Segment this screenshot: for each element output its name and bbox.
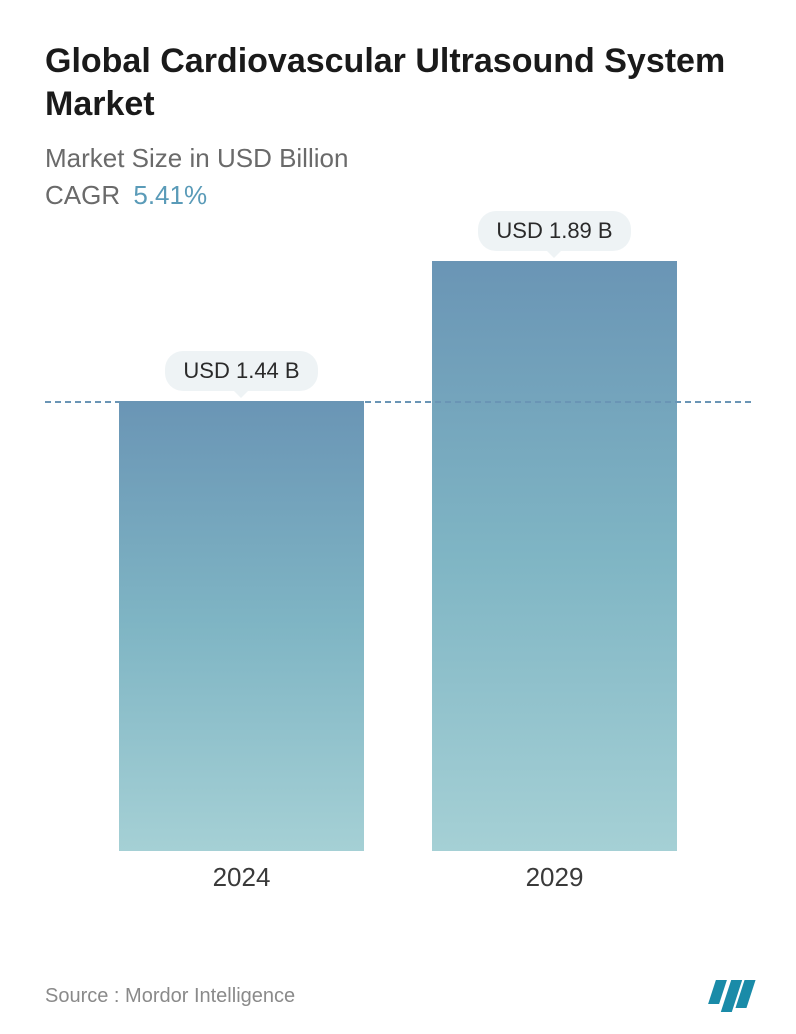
x-label-2024: 2024 [213, 862, 271, 893]
cagr-row: CAGR 5.41% [45, 180, 751, 211]
brand-logo-icon [712, 980, 751, 1012]
chart-header: Global Cardiovascular Ultrasound System … [45, 40, 751, 211]
bars-container: USD 1.44 B 2024 USD 1.89 B 2029 [45, 241, 751, 851]
chart-subtitle: Market Size in USD Billion [45, 143, 751, 174]
bar-group-2024: USD 1.44 B 2024 [119, 351, 364, 851]
reference-line [45, 401, 751, 403]
chart-title: Global Cardiovascular Ultrasound System … [45, 40, 751, 125]
chart-footer: Source : Mordor Intelligence [45, 980, 751, 1012]
cagr-value: 5.41% [133, 180, 207, 210]
x-label-2029: 2029 [526, 862, 584, 893]
cagr-label: CAGR [45, 180, 120, 210]
value-badge-2024: USD 1.44 B [165, 351, 317, 391]
bar-2029 [432, 261, 677, 851]
bar-group-2029: USD 1.89 B 2029 [432, 211, 677, 851]
bar-2024 [119, 401, 364, 851]
value-badge-2029: USD 1.89 B [478, 211, 630, 251]
source-attribution: Source : Mordor Intelligence [45, 985, 295, 1008]
chart-area: USD 1.44 B 2024 USD 1.89 B 2029 [45, 241, 751, 901]
